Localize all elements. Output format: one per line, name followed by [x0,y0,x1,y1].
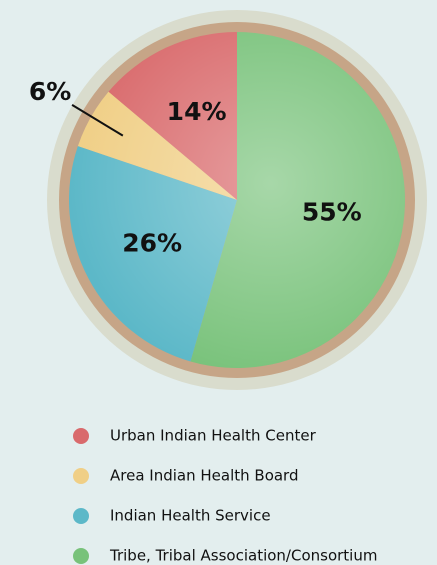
legend-label: Area Indian Health Board [110,467,298,485]
legend-swatch [73,468,89,484]
slice-label: 14% [167,97,227,126]
slice-label: 55% [302,197,362,226]
leader-line [71,104,124,137]
legend-swatch [73,508,89,524]
legend-swatch [73,428,89,444]
slice-label: 6% [29,77,71,106]
legend-label: Urban Indian Health Center [110,427,317,445]
legend-label: Indian Health Service [110,507,271,525]
legend-label: Tribe, Tribal Association/Consortium [109,547,377,565]
slice-label: 26% [122,228,182,257]
legend-swatch [73,548,89,564]
